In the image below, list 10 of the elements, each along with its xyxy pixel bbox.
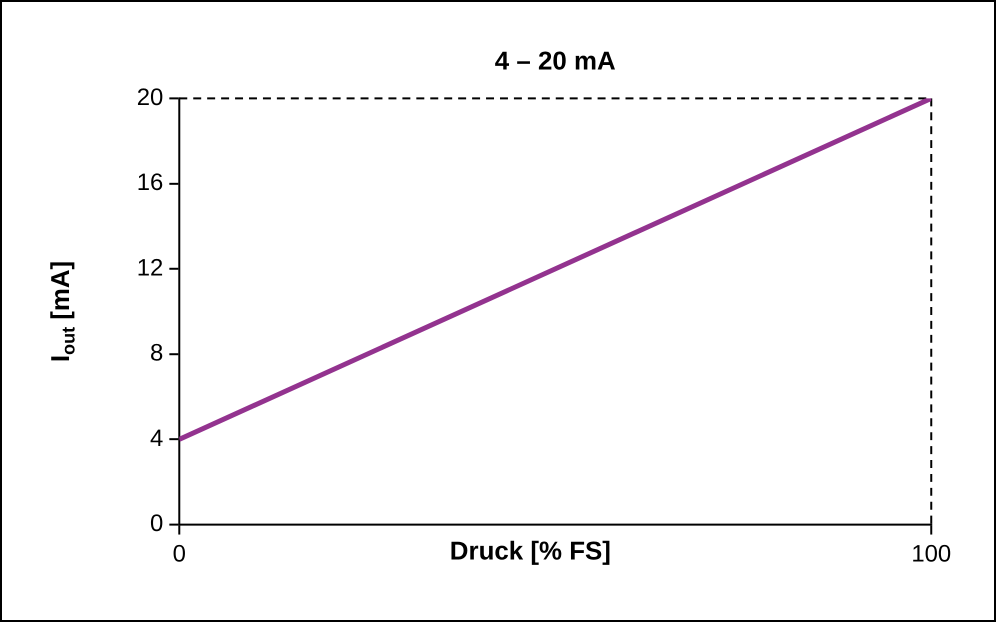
y-tick-label: 0 (150, 510, 164, 538)
y-tick-label: 12 (136, 254, 164, 282)
chart-title: 4 – 20 mA (494, 48, 616, 76)
y-tick-label: 20 (136, 84, 164, 111)
x-tick-label: 100 (911, 540, 952, 568)
y-tick-label: 4 (150, 424, 164, 452)
x-axis-title: Druck [% FS] (450, 538, 611, 566)
y-tick-label: 8 (150, 340, 164, 367)
y-tick-label: 16 (136, 169, 164, 196)
y-axis-title: Iout [mA] (46, 260, 79, 362)
